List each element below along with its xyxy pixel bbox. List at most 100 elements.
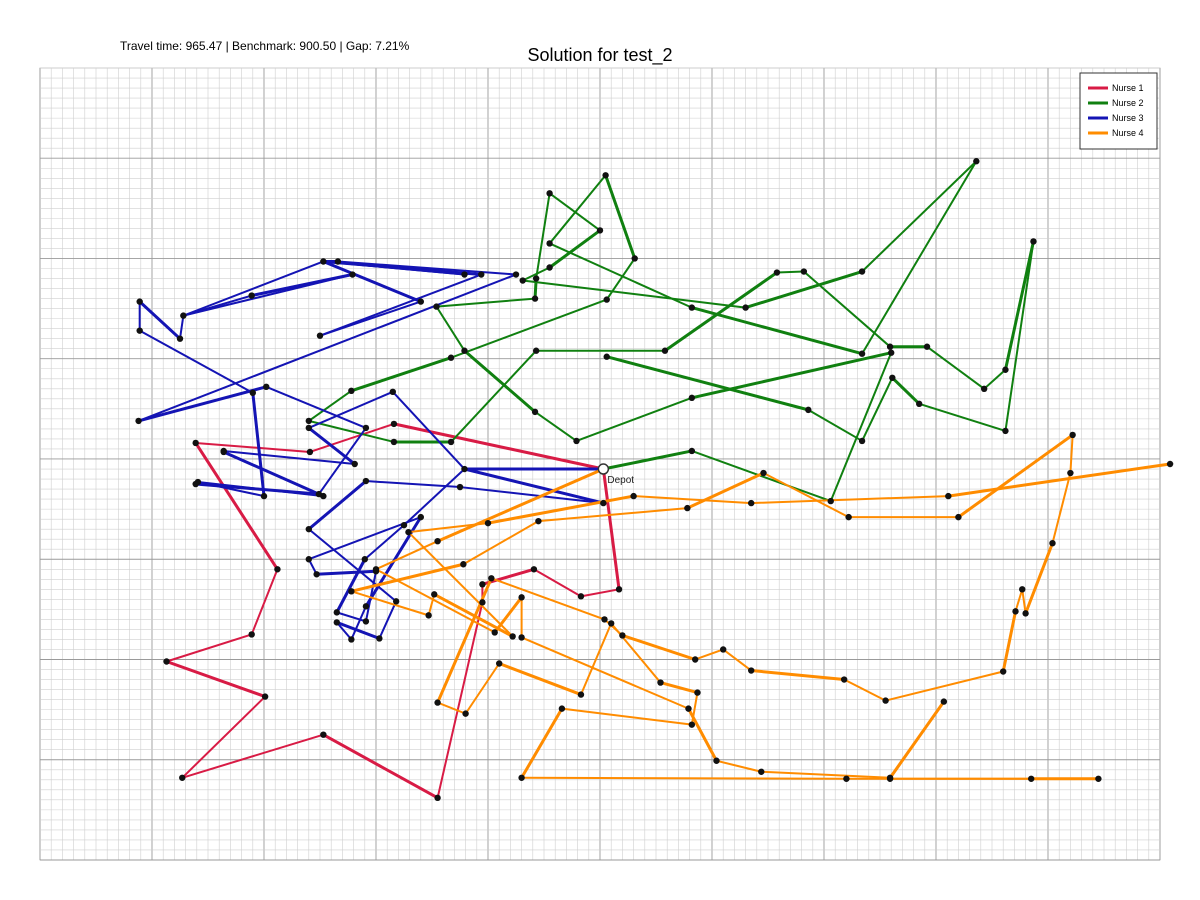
route-segment-nurse-2 [462, 349, 537, 414]
route-segment-nurse-4 [436, 467, 605, 543]
stop-point [431, 591, 438, 598]
route-segment-nurse-2 [605, 355, 810, 412]
stop-point [333, 609, 340, 616]
route-segment-nurse-2 [521, 266, 551, 282]
stop-point [176, 335, 184, 342]
stop-point [305, 417, 312, 425]
stop-point [1012, 608, 1019, 615]
grid [39, 67, 1161, 861]
route-segment-nurse-2 [435, 297, 537, 308]
stop-point [348, 588, 355, 595]
legend-label-nurse-1: Nurse 1 [1112, 83, 1144, 93]
stop-point [136, 327, 143, 334]
route-segment-nurse-4 [694, 648, 725, 661]
stop-point [180, 312, 187, 319]
stop-point [460, 561, 467, 568]
stop-point [748, 667, 755, 674]
route-segment-nurse-3 [222, 449, 356, 465]
route-segment-nurse-4 [497, 662, 583, 697]
route-segment-nurse-3 [222, 450, 325, 498]
route-segment-nurse-2 [1003, 239, 1035, 372]
stop-point [600, 499, 607, 507]
stop-point [773, 269, 781, 276]
stop-point [1166, 460, 1174, 468]
route-segment-nurse-3 [138, 300, 182, 341]
stop-point [886, 343, 894, 350]
stop-point [758, 768, 765, 775]
stop-point [882, 697, 889, 704]
route-segment-nurse-3 [391, 390, 466, 471]
route-segment-nurse-1 [601, 467, 621, 591]
stop-point [888, 349, 895, 356]
stop-point [478, 271, 485, 278]
stop-point [488, 575, 495, 582]
stop-point [980, 385, 988, 393]
stop-point [362, 618, 370, 625]
route-segment-nurse-3 [138, 329, 254, 394]
route-segment-nurse-3 [251, 391, 266, 498]
stop-point [858, 268, 866, 275]
stop-point [748, 499, 755, 507]
route-segment-nurse-4 [520, 707, 564, 780]
route-segment-nurse-2 [349, 356, 453, 393]
stop-point [760, 469, 767, 477]
stop-points [135, 158, 1174, 802]
route-segment-nurse-4 [493, 595, 524, 634]
stop-point [688, 721, 696, 728]
route-segment-nurse-2 [861, 160, 978, 273]
route-segment-nurse-2 [802, 270, 892, 348]
route-segment-nurse-3 [137, 385, 268, 423]
route-segment-nurse-3 [137, 273, 517, 422]
stop-point [179, 774, 186, 781]
stop-point [351, 460, 358, 468]
route-segment-nurse-4 [427, 593, 436, 617]
stop-point [334, 258, 342, 265]
route-segment-nurse-3 [336, 260, 517, 276]
route-segment-nurse-2 [548, 228, 602, 270]
route-segment-nurse-4 [843, 678, 887, 702]
route-segment-nurse-1 [165, 659, 267, 699]
route-segment-nurse-4 [432, 592, 515, 638]
legend-label-nurse-3: Nurse 3 [1112, 113, 1144, 123]
stop-point [1067, 469, 1074, 477]
route-segment-nurse-4 [760, 770, 892, 779]
stop-point [688, 447, 696, 455]
stop-point [390, 438, 398, 446]
stop-point [577, 691, 585, 698]
stop-point [940, 698, 948, 705]
route-segment-nurse-2 [861, 376, 894, 442]
route-segment-nurse-1 [194, 441, 279, 571]
legend-label-nurse-2: Nurse 2 [1112, 98, 1144, 108]
route-segment-nurse-4 [715, 759, 763, 773]
stop-point [694, 689, 701, 696]
route-segment-nurse-2 [663, 271, 779, 353]
stop-point [1019, 586, 1026, 593]
stop-point [530, 566, 538, 573]
route-segment-nurse-3 [403, 468, 466, 527]
route-segment-nurse-4 [520, 776, 848, 780]
stop-point [461, 271, 468, 278]
stop-point [685, 705, 692, 712]
stop-point [577, 593, 585, 600]
route-segment-nurse-4 [407, 531, 514, 638]
legend-label-nurse-4: Nurse 4 [1112, 128, 1144, 138]
stop-point [845, 513, 852, 521]
stop-point [349, 271, 356, 278]
route-segment-nurse-2 [861, 160, 978, 355]
stop-point [260, 492, 268, 500]
route-segment-nurse-2 [807, 408, 864, 442]
stop-point [313, 571, 320, 578]
route-segment-nurse-3 [364, 480, 461, 489]
stop-point [688, 304, 696, 311]
stop-point [362, 424, 370, 432]
route-segment-nurse-2 [690, 449, 832, 503]
stop-point [434, 699, 441, 706]
stop-point [305, 424, 312, 432]
stop-point [362, 603, 370, 610]
route-segment-nurse-3 [322, 260, 466, 276]
stop-point [447, 354, 455, 361]
stop-point [220, 448, 227, 456]
stop-point [573, 437, 580, 445]
route-segment-nurse-4 [884, 670, 1005, 702]
route-segment-nurse-4 [632, 495, 753, 505]
